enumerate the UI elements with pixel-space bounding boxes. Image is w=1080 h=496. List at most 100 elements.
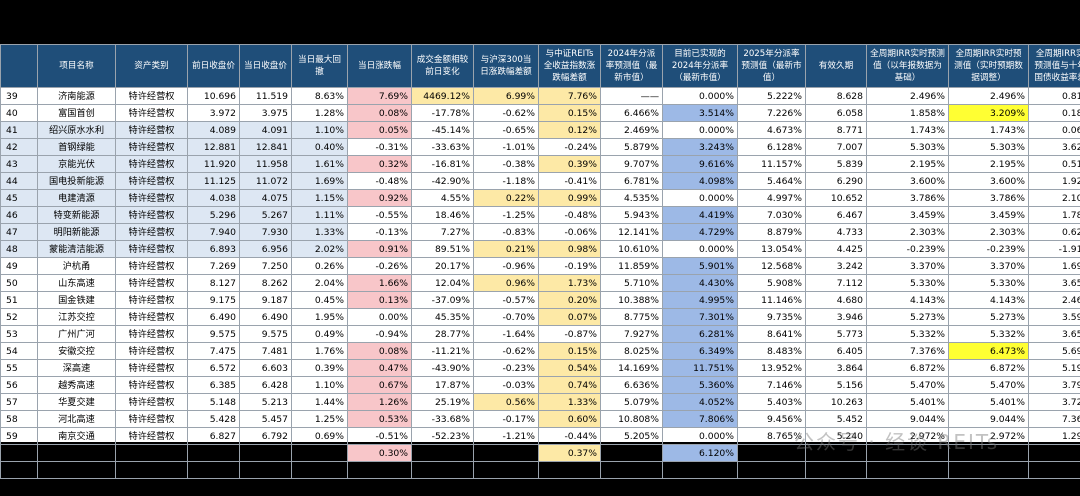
cell-duration[interactable]: 5.156 [805, 376, 867, 394]
cell-irr-annual[interactable]: 2.496% [866, 87, 949, 105]
cell-duration[interactable]: 6.405 [805, 342, 867, 360]
cell-project-name[interactable]: 济南能源 [37, 87, 116, 105]
cell-prev-close[interactable]: 9.575 [187, 325, 240, 343]
cell-daily-change[interactable]: 0.08% [347, 342, 412, 360]
table-row[interactable]: 46 特变新能源 特许经营权 5.296 5.267 1.11% -0.55% 18.46% -… [0, 206, 1080, 224]
cell-project-name[interactable]: 国电投新能源 [37, 172, 116, 190]
cell-duration[interactable]: 4.733 [805, 223, 867, 241]
cell-dist-2024-forecast[interactable]: 6.781% [600, 172, 663, 190]
cell-asset-class[interactable]: 特许经营权 [115, 291, 188, 309]
cell-dist-2024-realized[interactable]: 0.000% [662, 121, 738, 139]
cell-irr-annual[interactable]: -0.239% [866, 240, 949, 258]
cell-irr-spread[interactable]: 2.109% [1028, 189, 1080, 207]
table-row[interactable]: 53 广州广河 特许经营权 9.575 9.575 0.49% -0.94% 28.77% -1… [0, 325, 1080, 343]
col-header-asset-class[interactable]: 资产类别 [115, 44, 188, 88]
cell-close[interactable]: 12.841 [239, 138, 292, 156]
cell-vs-hs300[interactable]: -0.03% [473, 376, 539, 394]
cell-prev-close[interactable]: 6.893 [187, 240, 240, 258]
cell-vs-reits-index[interactable]: 0.98% [538, 240, 601, 258]
cell-volume-change[interactable]: 28.77% [411, 325, 474, 343]
table-row[interactable]: 50 山东高速 特许经营权 8.127 8.262 2.04% 1.66% 12.04% 0.9… [0, 274, 1080, 292]
cell-prev-close[interactable]: 5.296 [187, 206, 240, 224]
table-row[interactable]: 44 国电投新能源 特许经营权 11.125 11.072 1.69% -0.48% -42.… [0, 172, 1080, 190]
cell-row-index[interactable]: 61 [0, 461, 38, 479]
cell-dist-2024-forecast[interactable]: 12.141% [600, 223, 663, 241]
cell-volume-change[interactable]: 7.27% [411, 223, 474, 241]
cell-row-index[interactable]: 46 [0, 206, 38, 224]
cell-asset-class[interactable]: 特许经营权 [115, 359, 188, 377]
cell-volume-change[interactable]: 17.87% [411, 376, 474, 394]
cell-project-name[interactable]: 绍兴原水水利 [37, 121, 116, 139]
cell-dist-2024-forecast[interactable]: 2.469% [600, 121, 663, 139]
cell-vs-reits-index[interactable]: 7.76% [538, 87, 601, 105]
cell-row-index[interactable]: 42 [0, 138, 38, 156]
cell-daily-change[interactable]: 0.53% [347, 410, 412, 428]
cell-close[interactable]: 5.457 [239, 410, 292, 428]
cell-row-index[interactable]: 44 [0, 172, 38, 190]
cell-vs-hs300[interactable]: -0.65% [473, 121, 539, 139]
col-header-vs-reits-index[interactable]: 与中证REITs全收益指数涨跌幅差额 [538, 44, 601, 88]
cell-prev-close[interactable]: 6.385 [187, 376, 240, 394]
cell-dist-2024-forecast[interactable]: 5.879% [600, 138, 663, 156]
cell-close[interactable]: 6.490 [239, 308, 292, 326]
cell-irr-annual[interactable]: 4.143% [866, 291, 949, 309]
cell-daily-change[interactable]: 0.00% [347, 308, 412, 326]
col-header-index[interactable] [0, 44, 38, 88]
cell-vs-reits-index[interactable]: -0.06% [538, 223, 601, 241]
cell-row-index[interactable]: 59 [0, 427, 38, 445]
cell-irr-annual[interactable]: 2.303% [866, 223, 949, 241]
cell-irr-spread[interactable]: 0.181% [1028, 104, 1080, 122]
cell-row-index[interactable]: 53 [0, 325, 38, 343]
cell-row-index[interactable]: 54 [0, 342, 38, 360]
cell-irr-annual[interactable]: 1.743% [866, 121, 949, 139]
cell-daily-change[interactable]: 0.92% [347, 189, 412, 207]
cell-dist-2024-realized[interactable]: 0.000% [662, 87, 738, 105]
cell-dist-2024-realized[interactable]: 0.000% [662, 461, 738, 479]
cell-daily-change[interactable]: -0.18% [347, 461, 412, 479]
cell-daily-change[interactable]: 0.08% [347, 104, 412, 122]
cell-vs-reits-index[interactable]: -0.44% [538, 427, 601, 445]
col-header-close[interactable]: 当日收盘价 [239, 44, 292, 88]
cell-daily-change[interactable]: 0.47% [347, 359, 412, 377]
cell-project-name[interactable]: 河北高速 [37, 410, 116, 428]
cell-daily-change[interactable]: 7.69% [347, 87, 412, 105]
cell-dist-2025-forecast[interactable]: 9.735% [737, 308, 806, 326]
cell-project-name[interactable]: 特变新能源 [37, 206, 116, 224]
cell-row-index[interactable]: 39 [0, 87, 38, 105]
cell-prev-close[interactable]: 4.038 [187, 189, 240, 207]
cell-volume-change[interactable]: -27.31% [411, 444, 474, 462]
cell-dist-2025-forecast[interactable]: 5.464% [737, 172, 806, 190]
cell-project-name[interactable]: 越秀高速 [37, 376, 116, 394]
cell-prev-close[interactable]: 12.881 [187, 138, 240, 156]
cell-dist-2024-realized[interactable]: 5.360% [662, 376, 738, 394]
cell-daily-change[interactable]: -0.31% [347, 138, 412, 156]
cell-dist-2024-forecast[interactable]: 11.859% [600, 257, 663, 275]
cell-dist-2025-forecast[interactable]: 11.146% [737, 291, 806, 309]
cell-dist-2024-realized[interactable]: 4.729% [662, 223, 738, 241]
cell-dist-2025-forecast[interactable]: 13.054% [737, 240, 806, 258]
cell-irr-annual[interactable]: 8.148% [866, 444, 949, 462]
col-header-volume-change[interactable]: 成交金额相较前日变化 [411, 44, 474, 88]
cell-close[interactable]: 6.792 [239, 427, 292, 445]
cell-asset-class[interactable]: 特许经营权 [115, 257, 188, 275]
cell-close[interactable]: 6.428 [239, 376, 292, 394]
cell-irr-adjusted[interactable]: 5.401% [948, 393, 1029, 411]
cell-irr-spread[interactable]: 3.656% [1028, 325, 1080, 343]
cell-asset-class[interactable]: 特许经营权 [115, 223, 188, 241]
cell-close[interactable]: 9.568 [239, 461, 292, 479]
cell-project-name[interactable]: 蒙能清洁能源 [37, 240, 116, 258]
cell-row-index[interactable]: 45 [0, 189, 38, 207]
cell-duration[interactable]: 10.263 [805, 393, 867, 411]
cell-row-index[interactable]: 52 [0, 308, 38, 326]
cell-irr-adjusted[interactable]: 3.370% [948, 257, 1029, 275]
cell-asset-class[interactable]: 特许经营权 [115, 342, 188, 360]
table-row[interactable]: 54 安徽交控 特许经营权 7.475 7.481 1.76% 0.08% -11.21% -0… [0, 342, 1080, 360]
cell-irr-annual[interactable]: 5.330% [866, 274, 949, 292]
cell-dist-2025-forecast[interactable]: 8.879% [737, 223, 806, 241]
cell-dist-2025-forecast[interactable]: 8.765% [737, 427, 806, 445]
cell-dist-2024-forecast[interactable]: 5.943% [600, 206, 663, 224]
cell-irr-adjusted[interactable]: 5.303% [948, 138, 1029, 156]
cell-asset-class[interactable]: 特许经营权 [115, 138, 188, 156]
cell-irr-annual[interactable]: 2.972% [866, 427, 949, 445]
cell-vs-hs300[interactable]: -0.40% [473, 444, 539, 462]
